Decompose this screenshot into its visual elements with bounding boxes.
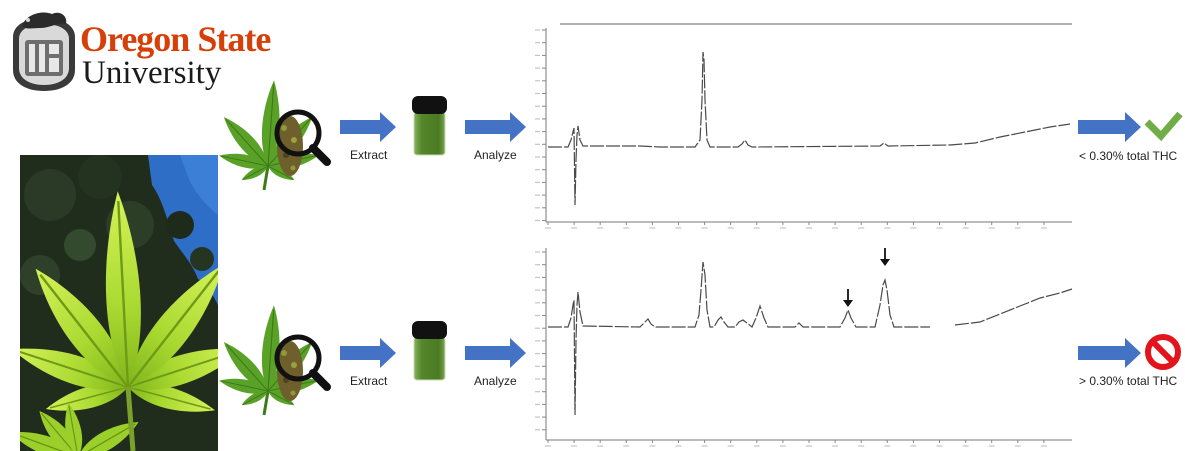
leaflet-vein bbox=[39, 273, 129, 388]
leaflet bbox=[261, 305, 280, 392]
cannabis-leaf-photo bbox=[20, 155, 218, 451]
arrow-right-icon bbox=[1078, 338, 1141, 368]
leaflet bbox=[77, 422, 139, 451]
result-label: > 0.30% total THC bbox=[1079, 374, 1178, 388]
leaflet bbox=[35, 268, 129, 388]
leaflet bbox=[223, 116, 269, 167]
workflow-row-1 bbox=[219, 23, 1183, 229]
leaflet bbox=[261, 80, 280, 167]
vial-icon bbox=[412, 96, 447, 156]
extract-label: Extract bbox=[350, 374, 388, 388]
magnifier-icon bbox=[274, 334, 331, 401]
arrow-right-icon bbox=[465, 338, 526, 368]
leaflet bbox=[105, 191, 141, 388]
leaflet bbox=[223, 341, 269, 392]
leaflet-vein bbox=[77, 423, 136, 451]
leaflet-vein bbox=[221, 380, 269, 392]
photo-leaf-main bbox=[20, 191, 218, 412]
leaflet-vein bbox=[267, 390, 294, 405]
arrow-right-icon bbox=[340, 338, 396, 368]
leaflet-vein bbox=[267, 84, 275, 167]
leaflet-vein bbox=[49, 386, 129, 409]
result-label: < 0.30% total THC bbox=[1079, 149, 1178, 163]
leaflet-vein bbox=[68, 405, 79, 451]
arrow-down-icon bbox=[843, 289, 853, 307]
leaflet bbox=[127, 264, 218, 388]
leaflet bbox=[20, 348, 129, 390]
leaflet-vein bbox=[242, 390, 269, 405]
leaflet-vein bbox=[267, 309, 275, 392]
leaflet-vein bbox=[267, 165, 294, 180]
analyze-label: Analyze bbox=[474, 148, 517, 162]
leaflet bbox=[241, 390, 269, 406]
leaflet bbox=[45, 383, 129, 411]
leaflet bbox=[127, 384, 215, 412]
cannabis-leaf-icon bbox=[219, 305, 319, 416]
leaflet-vein bbox=[20, 432, 79, 451]
leaflet-vein bbox=[117, 200, 130, 388]
analyze-label: Analyze bbox=[474, 374, 517, 388]
leaflet-vein bbox=[225, 344, 269, 392]
photo-leaf-secondary bbox=[20, 402, 139, 451]
magnifier-icon bbox=[274, 109, 331, 176]
leaflet-vein bbox=[20, 350, 129, 388]
leaf-stem bbox=[262, 165, 270, 191]
extract-label: Extract bbox=[350, 148, 388, 162]
cannabis-leaf-magnifier-icon bbox=[219, 305, 331, 416]
leaflet bbox=[241, 165, 269, 181]
arrow-right-icon bbox=[340, 112, 396, 142]
prohibited-icon bbox=[1145, 334, 1181, 370]
leaflet bbox=[267, 165, 295, 181]
chromatogram bbox=[535, 248, 1073, 447]
cannabis-leaf-icon bbox=[219, 80, 319, 191]
leaflet bbox=[65, 402, 83, 451]
leaflet-vein bbox=[127, 269, 218, 388]
cannabis-leaf-magnifier-icon bbox=[219, 80, 331, 191]
leaflet bbox=[127, 348, 218, 390]
leaflet-vein bbox=[127, 386, 211, 410]
leaflet-vein bbox=[225, 119, 269, 167]
leaflet bbox=[267, 390, 295, 406]
leaflet-vein bbox=[127, 350, 218, 388]
chromatogram bbox=[535, 23, 1072, 229]
leaflet bbox=[20, 431, 79, 451]
leaf-stem bbox=[262, 390, 270, 416]
arrow-right-icon bbox=[1078, 112, 1141, 142]
check-icon bbox=[1144, 111, 1183, 142]
leaflet bbox=[219, 153, 269, 169]
logo-wordmark-line2: University bbox=[82, 55, 222, 91]
axis-ticks bbox=[535, 251, 1047, 447]
axis-ticks bbox=[535, 29, 1047, 229]
workflow-row-2 bbox=[219, 248, 1181, 447]
arrow-right-icon bbox=[465, 112, 526, 142]
chromatogram-trace bbox=[548, 261, 1073, 416]
leaflet-vein bbox=[221, 155, 269, 167]
logo-wordmark-line1: Oregon State bbox=[80, 19, 271, 59]
vial-icon bbox=[412, 321, 447, 381]
chromatogram-trace bbox=[548, 51, 1071, 206]
photo-leaf-stem bbox=[125, 386, 136, 451]
leaflet-vein bbox=[242, 165, 269, 180]
arrow-down-icon bbox=[880, 248, 890, 266]
leaflet bbox=[219, 378, 269, 394]
osu-seal-icon bbox=[13, 12, 75, 91]
